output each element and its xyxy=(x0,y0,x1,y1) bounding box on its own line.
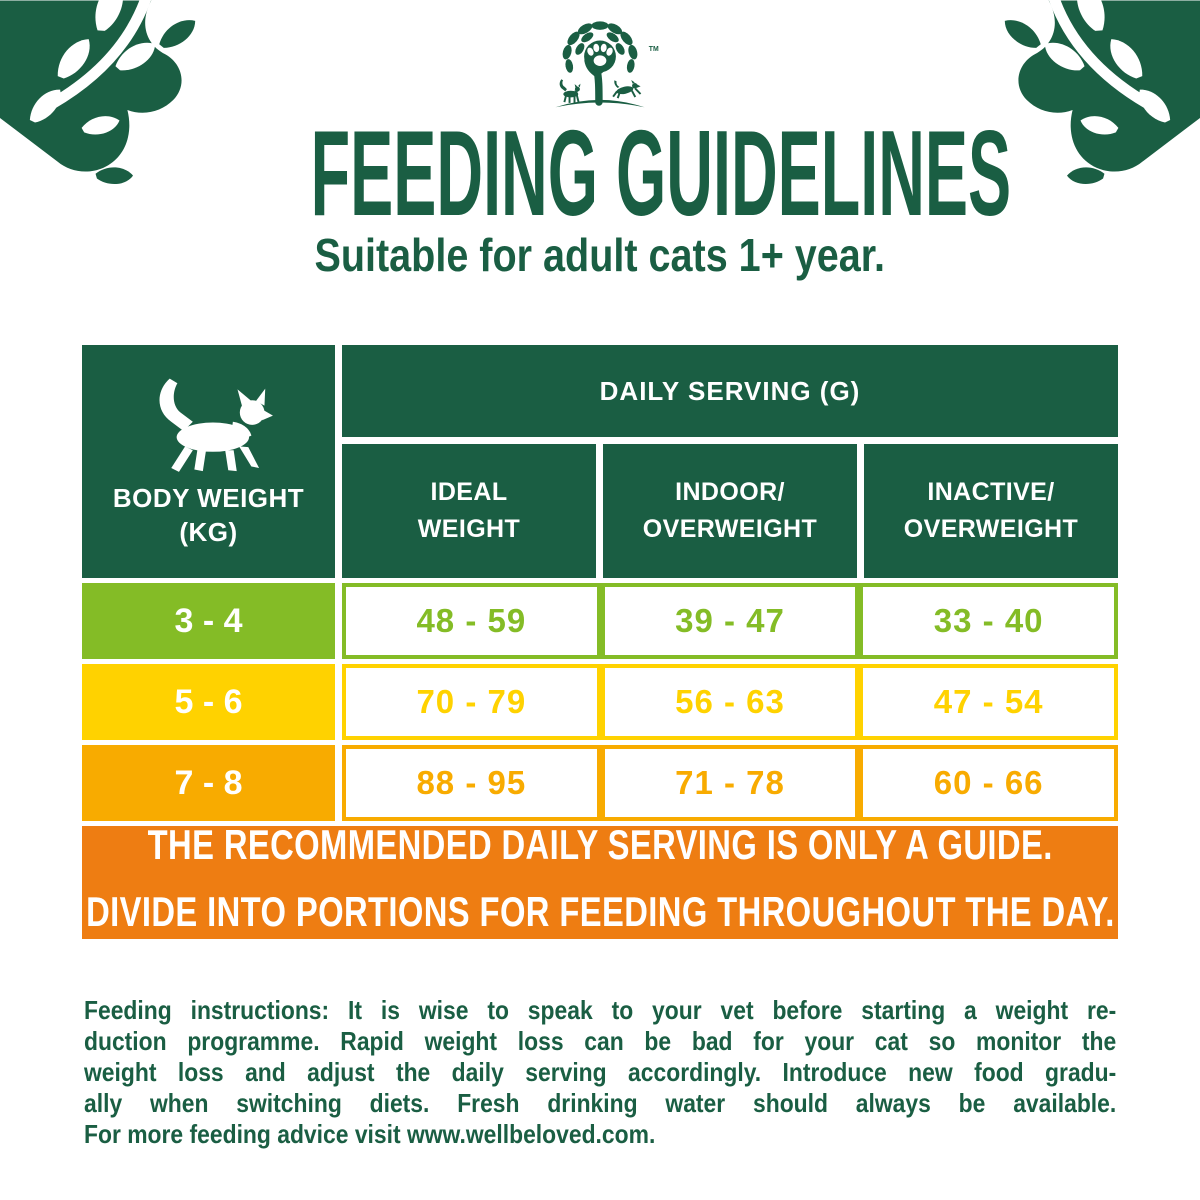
page-title: FEEDING GUIDELINES xyxy=(310,105,1012,241)
serving-indoor-overweight: 39 - 47 xyxy=(600,583,860,659)
tree-paw-logo-icon: TM xyxy=(555,21,659,108)
feeding-instructions: Feeding instructions: It is wise to spea… xyxy=(84,995,1116,1165)
serving-column-headers: IDEAL WEIGHT INDOOR/ OVERWEIGHT INACTIVE… xyxy=(342,444,1118,578)
body-weight-label-line2: (KG) xyxy=(179,516,238,547)
banner-line2: DIVIDE INTO PORTIONS FOR FEEDING THROUGH… xyxy=(85,887,1115,935)
table-row-weight-5-6: 5 - 6 70 - 79 56 - 63 47 - 54 xyxy=(82,664,1119,740)
column-header-inactive-overweight: INACTIVE/ OVERWEIGHT xyxy=(864,444,1118,578)
serving-inactive-overweight: 47 - 54 xyxy=(859,664,1119,740)
dog-silhouette-icon xyxy=(612,79,642,99)
instructions-line: Feeding instructions: It is wise to spea… xyxy=(84,995,1117,1025)
serving-indoor-overweight: 71 - 78 xyxy=(600,745,860,821)
leaf-corner-decoration-left xyxy=(0,0,196,185)
body-weight-value: 7 - 8 xyxy=(82,745,335,821)
serving-ideal-weight: 70 - 79 xyxy=(342,664,601,740)
serving-ideal-weight: 48 - 59 xyxy=(342,583,601,659)
instructions-line: duction programme. Rapid weight loss can… xyxy=(84,1026,1117,1056)
table-row-weight-7-8: 7 - 8 88 - 95 71 - 78 60 - 66 xyxy=(82,745,1119,821)
daily-serving-header: DAILY SERVING (G) xyxy=(342,345,1118,437)
serving-inactive-overweight: 33 - 40 xyxy=(859,583,1119,659)
table-header: BODY WEIGHT (KG) DAILY SERVING (G) IDEAL… xyxy=(82,345,1118,578)
serving-inactive-overweight: 60 - 66 xyxy=(859,745,1119,821)
instructions-line: weight loss and adjust the daily serving… xyxy=(84,1057,1117,1087)
table-row-weight-3-4: 3 - 4 48 - 59 39 - 47 33 - 40 xyxy=(82,583,1119,659)
instructions-line: ally when switching diets. Fresh drinkin… xyxy=(84,1088,1117,1118)
cat-silhouette-icon xyxy=(559,79,581,103)
body-weight-value: 3 - 4 xyxy=(82,583,335,659)
brand-logo: TM xyxy=(532,14,668,120)
leaf-corner-decoration-right xyxy=(1004,0,1200,185)
column-header-indoor-overweight: INDOOR/ OVERWEIGHT xyxy=(603,444,857,578)
page-subtitle: Suitable for adult cats 1+ year. xyxy=(314,229,886,281)
serving-indoor-overweight: 56 - 63 xyxy=(600,664,860,740)
feeding-table: BODY WEIGHT (KG) DAILY SERVING (G) IDEAL… xyxy=(82,345,1119,821)
body-weight-header-cell: BODY WEIGHT (KG) xyxy=(82,345,335,578)
cat-icon xyxy=(158,378,273,472)
trademark-mark: TM xyxy=(649,46,659,53)
column-header-ideal-weight: IDEAL WEIGHT xyxy=(342,444,596,578)
paw-print-icon xyxy=(587,43,613,66)
serving-guide-banner: THE RECOMMENDED DAILY SERVING IS ONLY A … xyxy=(82,821,1118,939)
instructions-line: For more feeding advice visit www.wellbe… xyxy=(84,1119,656,1149)
banner-line1: THE RECOMMENDED DAILY SERVING IS ONLY A … xyxy=(147,820,1053,868)
daily-serving-header-group: DAILY SERVING (G) IDEAL WEIGHT INDOOR/ O… xyxy=(342,345,1118,578)
body-weight-label-line1: BODY WEIGHT xyxy=(112,482,305,513)
serving-ideal-weight: 88 - 95 xyxy=(342,745,601,821)
body-weight-value: 5 - 6 xyxy=(82,664,335,740)
